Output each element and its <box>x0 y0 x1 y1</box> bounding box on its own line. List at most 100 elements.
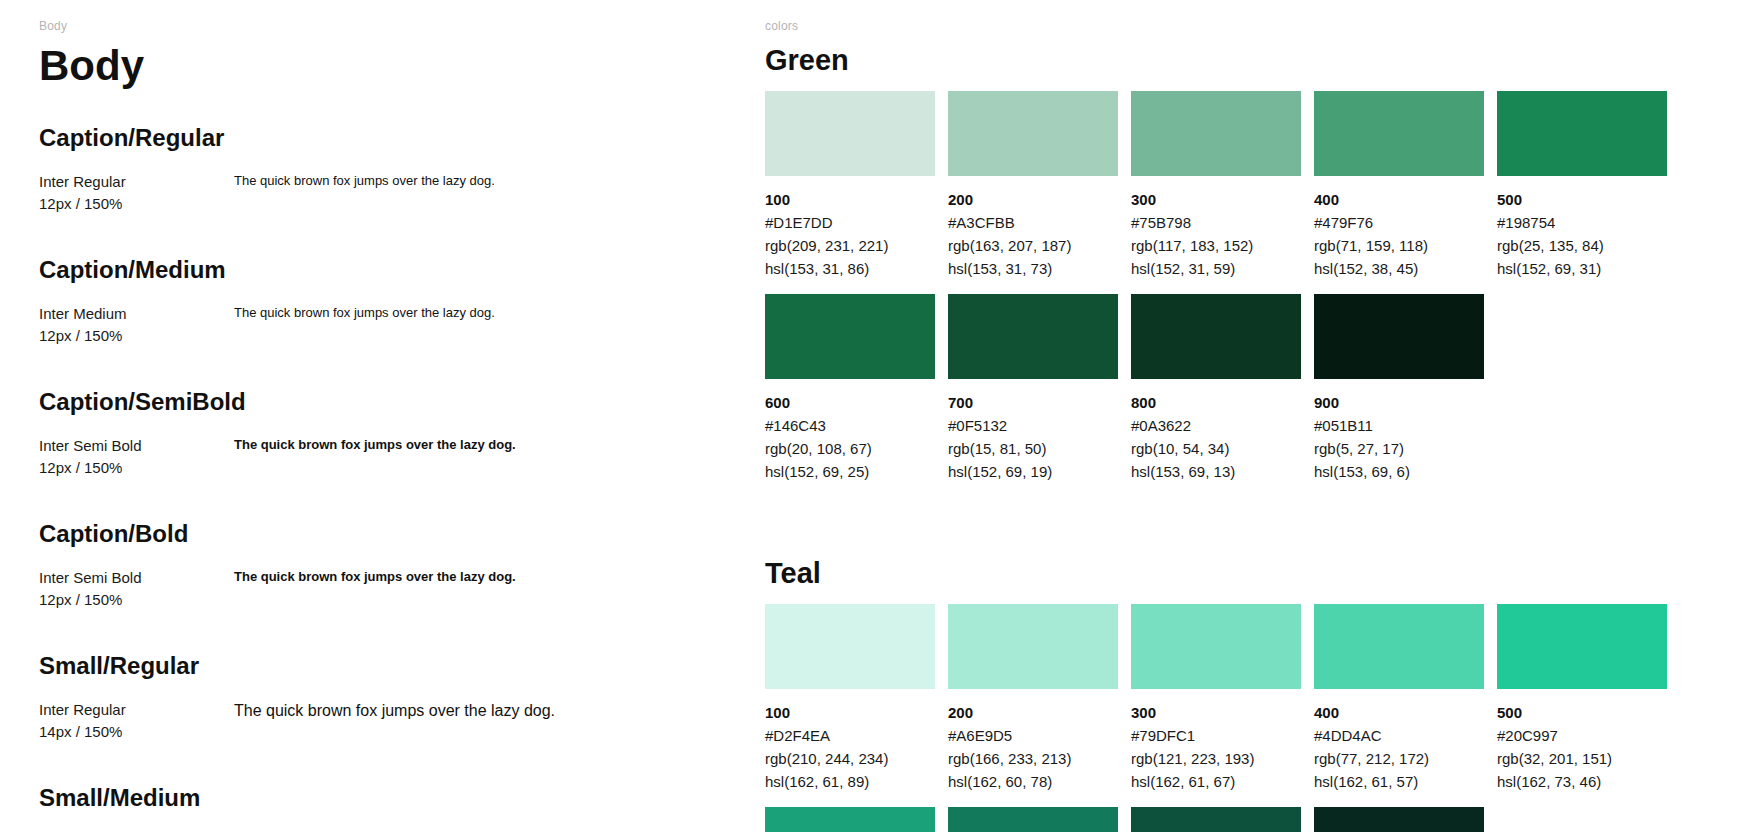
swatch-hex-value: #A6E9D5 <box>948 724 1118 747</box>
color-swatch <box>1314 294 1484 379</box>
color-swatch-cell-green-100: 100 #D1E7DD rgb(209, 231, 221) hsl(153, … <box>765 91 935 280</box>
swatch-step-label: 300 <box>1131 701 1301 724</box>
color-swatch-cell-green-300: 300 #75B798 rgb(117, 183, 152) hsl(152, … <box>1131 91 1301 280</box>
color-swatch-cell-green-400: 400 #479F76 rgb(71, 159, 118) hsl(152, 3… <box>1314 91 1484 280</box>
color-swatch <box>1131 294 1301 379</box>
type-font-size: 12px / 150% <box>39 325 234 347</box>
swatch-step-label: 800 <box>1131 391 1301 414</box>
type-section-caption-semibold: Caption/SemiBold Inter Semi Bold 12px / … <box>39 387 719 479</box>
swatch-hsl-value: hsl(153, 31, 73) <box>948 257 1118 280</box>
type-section-caption-regular: Caption/Regular Inter Regular 12px / 150… <box>39 123 719 215</box>
swatch-hex-value: #051B11 <box>1314 414 1484 437</box>
colors-eyebrow: colors <box>765 19 1705 33</box>
swatch-step-label: 100 <box>765 701 935 724</box>
swatch-hex-value: #D1E7DD <box>765 211 935 234</box>
type-sample-text: The quick brown fox jumps over the lazy … <box>234 435 516 455</box>
color-group-teal: Teal 100 #D2F4EA rgb(210, 244, 234) hsl(… <box>765 556 1705 832</box>
swatch-rgb-value: rgb(163, 207, 187) <box>948 234 1118 257</box>
swatch-hsl-value: hsl(152, 69, 31) <box>1497 257 1667 280</box>
color-swatch <box>1314 91 1484 176</box>
swatch-step-label: 100 <box>765 188 935 211</box>
swatch-rgb-value: rgb(71, 159, 118) <box>1314 234 1484 257</box>
color-swatch <box>765 807 935 832</box>
type-style-name: Caption/Regular <box>39 123 719 153</box>
type-font-name: Inter Medium <box>39 303 234 325</box>
type-section-small-medium: Small/Medium Inter Medium 14px / 150% Th… <box>39 783 719 832</box>
swatch-hsl-value: hsl(152, 69, 19) <box>948 460 1118 483</box>
type-style-name: Caption/Medium <box>39 255 719 285</box>
swatch-rgb-value: rgb(210, 244, 234) <box>765 747 935 770</box>
typography-eyebrow: Body <box>39 19 719 33</box>
type-section-caption-bold: Caption/Bold Inter Semi Bold 12px / 150%… <box>39 519 719 611</box>
swatch-hsl-value: hsl(162, 61, 57) <box>1314 770 1484 793</box>
type-font-name: Inter Semi Bold <box>39 435 234 457</box>
swatch-rgb-value: rgb(117, 183, 152) <box>1131 234 1301 257</box>
swatch-step-label: 500 <box>1497 701 1667 724</box>
swatch-hsl-value: hsl(152, 69, 25) <box>765 460 935 483</box>
swatch-hsl-value: hsl(162, 60, 78) <box>948 770 1118 793</box>
swatch-step-label: 400 <box>1314 701 1484 724</box>
swatch-rgb-value: rgb(15, 81, 50) <box>948 437 1118 460</box>
color-swatch-cell-teal-300: 300 #79DFC1 rgb(121, 223, 193) hsl(162, … <box>1131 604 1301 793</box>
type-font-name: Inter Semi Bold <box>39 567 234 589</box>
type-font-size: 12px / 150% <box>39 589 234 611</box>
color-swatch <box>1314 604 1484 689</box>
color-swatch-cell-green-500: 500 #198754 rgb(25, 135, 84) hsl(152, 69… <box>1497 91 1667 280</box>
swatch-rgb-value: rgb(32, 201, 151) <box>1497 747 1667 770</box>
color-swatch <box>1497 604 1667 689</box>
swatch-hsl-value: hsl(153, 31, 86) <box>765 257 935 280</box>
color-swatch-cell-green-600: 600 #146C43 rgb(20, 108, 67) hsl(152, 69… <box>765 294 935 483</box>
swatch-rgb-value: rgb(10, 54, 34) <box>1131 437 1301 460</box>
color-swatch <box>1131 91 1301 176</box>
swatch-hsl-value: hsl(152, 38, 45) <box>1314 257 1484 280</box>
type-font-name: Inter Regular <box>39 699 234 721</box>
color-swatch-cell-green-700: 700 #0F5132 rgb(15, 81, 50) hsl(152, 69,… <box>948 294 1118 483</box>
swatch-hsl-value: hsl(162, 61, 67) <box>1131 770 1301 793</box>
color-swatch <box>948 807 1118 832</box>
color-swatch-cell-teal-200: 200 #A6E9D5 rgb(166, 233, 213) hsl(162, … <box>948 604 1118 793</box>
swatch-hex-value: #0F5132 <box>948 414 1118 437</box>
swatch-hex-value: #146C43 <box>765 414 935 437</box>
color-swatch <box>765 604 935 689</box>
swatch-hex-value: #0A3622 <box>1131 414 1301 437</box>
type-sample-text: The quick brown fox jumps over the lazy … <box>234 567 516 587</box>
swatch-hex-value: #479F76 <box>1314 211 1484 234</box>
color-swatch-cell-teal-700 <box>948 807 1118 832</box>
color-group-title: Teal <box>765 556 1705 590</box>
swatch-rgb-value: rgb(5, 27, 17) <box>1314 437 1484 460</box>
swatch-hex-value: #4DD4AC <box>1314 724 1484 747</box>
swatch-hex-value: #20C997 <box>1497 724 1667 747</box>
swatch-step-label: 200 <box>948 188 1118 211</box>
swatch-hex-value: #75B798 <box>1131 211 1301 234</box>
type-sample-text: The quick brown fox jumps over the lazy … <box>234 171 495 191</box>
typography-page-title: Body <box>39 43 719 89</box>
swatch-rgb-value: rgb(20, 108, 67) <box>765 437 935 460</box>
swatch-rgb-value: rgb(77, 212, 172) <box>1314 747 1484 770</box>
type-font-size: 12px / 150% <box>39 193 234 215</box>
swatch-hex-value: #79DFC1 <box>1131 724 1301 747</box>
color-swatch <box>948 91 1118 176</box>
swatch-step-label: 300 <box>1131 188 1301 211</box>
type-style-name: Small/Medium <box>39 783 719 813</box>
color-swatch <box>948 294 1118 379</box>
swatch-hsl-value: hsl(162, 61, 89) <box>765 770 935 793</box>
type-font-name: Inter Regular <box>39 171 234 193</box>
color-group-green: Green 100 #D1E7DD rgb(209, 231, 221) hsl… <box>765 43 1705 483</box>
color-swatch-cell-teal-500: 500 #20C997 rgb(32, 201, 151) hsl(162, 7… <box>1497 604 1667 793</box>
color-swatch-cell-green-800: 800 #0A3622 rgb(10, 54, 34) hsl(153, 69,… <box>1131 294 1301 483</box>
color-swatch-cell-teal-600 <box>765 807 935 832</box>
colors-panel: colors Green 100 #D1E7DD rgb(209, 231, 2… <box>765 19 1705 832</box>
type-section-caption-medium: Caption/Medium Inter Medium 12px / 150% … <box>39 255 719 347</box>
color-swatch-cell-green-200: 200 #A3CFBB rgb(163, 207, 187) hsl(153, … <box>948 91 1118 280</box>
color-swatch-cell-teal-400: 400 #4DD4AC rgb(77, 212, 172) hsl(162, 6… <box>1314 604 1484 793</box>
color-swatch-cell-green-900: 900 #051B11 rgb(5, 27, 17) hsl(153, 69, … <box>1314 294 1484 483</box>
color-swatch-cell-teal-100: 100 #D2F4EA rgb(210, 244, 234) hsl(162, … <box>765 604 935 793</box>
swatch-step-label: 600 <box>765 391 935 414</box>
type-style-name: Caption/Bold <box>39 519 719 549</box>
type-font-size: 14px / 150% <box>39 721 234 743</box>
color-group-title: Green <box>765 43 1705 77</box>
swatch-hsl-value: hsl(152, 31, 59) <box>1131 257 1301 280</box>
color-swatch <box>1497 91 1667 176</box>
swatch-hsl-value: hsl(162, 73, 46) <box>1497 770 1667 793</box>
color-swatch <box>1131 807 1301 832</box>
